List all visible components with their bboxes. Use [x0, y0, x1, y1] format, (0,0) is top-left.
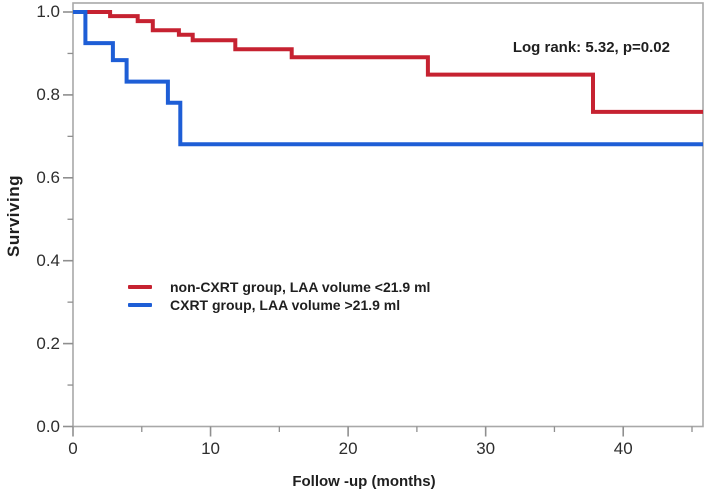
y-axis-title: Surviving	[4, 175, 23, 257]
y-tick-label-0.2: 0.2	[36, 333, 60, 353]
x-axis-title: Follow -up (months)	[292, 473, 436, 490]
y-tick-label-0.8: 0.8	[36, 84, 60, 104]
legend-label-non-cxrt: non-CXRT group, LAA volume <21.9 ml	[170, 279, 431, 295]
log-rank-annotation: Log rank: 5.32, p=0.02	[512, 39, 670, 56]
survival-curve-non-cxrt	[73, 10, 703, 114]
legend-label-cxrt: CXRT group, LAA volume >21.9 ml	[170, 297, 401, 313]
x-tick-label-40: 40	[613, 439, 633, 458]
y-tick-label-0.6: 0.6	[36, 167, 60, 187]
legend: non-CXRT group, LAA volume <21.9 ml CXRT…	[128, 278, 430, 314]
plot-frame	[72, 2, 704, 428]
legend-swatch-red-line	[128, 285, 152, 289]
legend-swatch-blue-line	[128, 303, 152, 307]
legend-item-cxrt: CXRT group, LAA volume >21.9 ml	[128, 296, 430, 314]
x-tick-label-30: 30	[476, 439, 496, 458]
y-tick-label-0.4: 0.4	[36, 250, 60, 270]
x-tick-label-20: 20	[338, 439, 358, 458]
y-tick-label-1.0: 1.0	[36, 2, 60, 21]
legend-item-non-cxrt: non-CXRT group, LAA volume <21.9 ml	[128, 278, 430, 296]
survival-curve-cxrt	[73, 10, 703, 147]
x-tick-label-0: 0	[68, 439, 78, 458]
y-tick-label-0.0: 0.0	[36, 416, 60, 436]
x-tick-label-10: 10	[201, 439, 220, 458]
